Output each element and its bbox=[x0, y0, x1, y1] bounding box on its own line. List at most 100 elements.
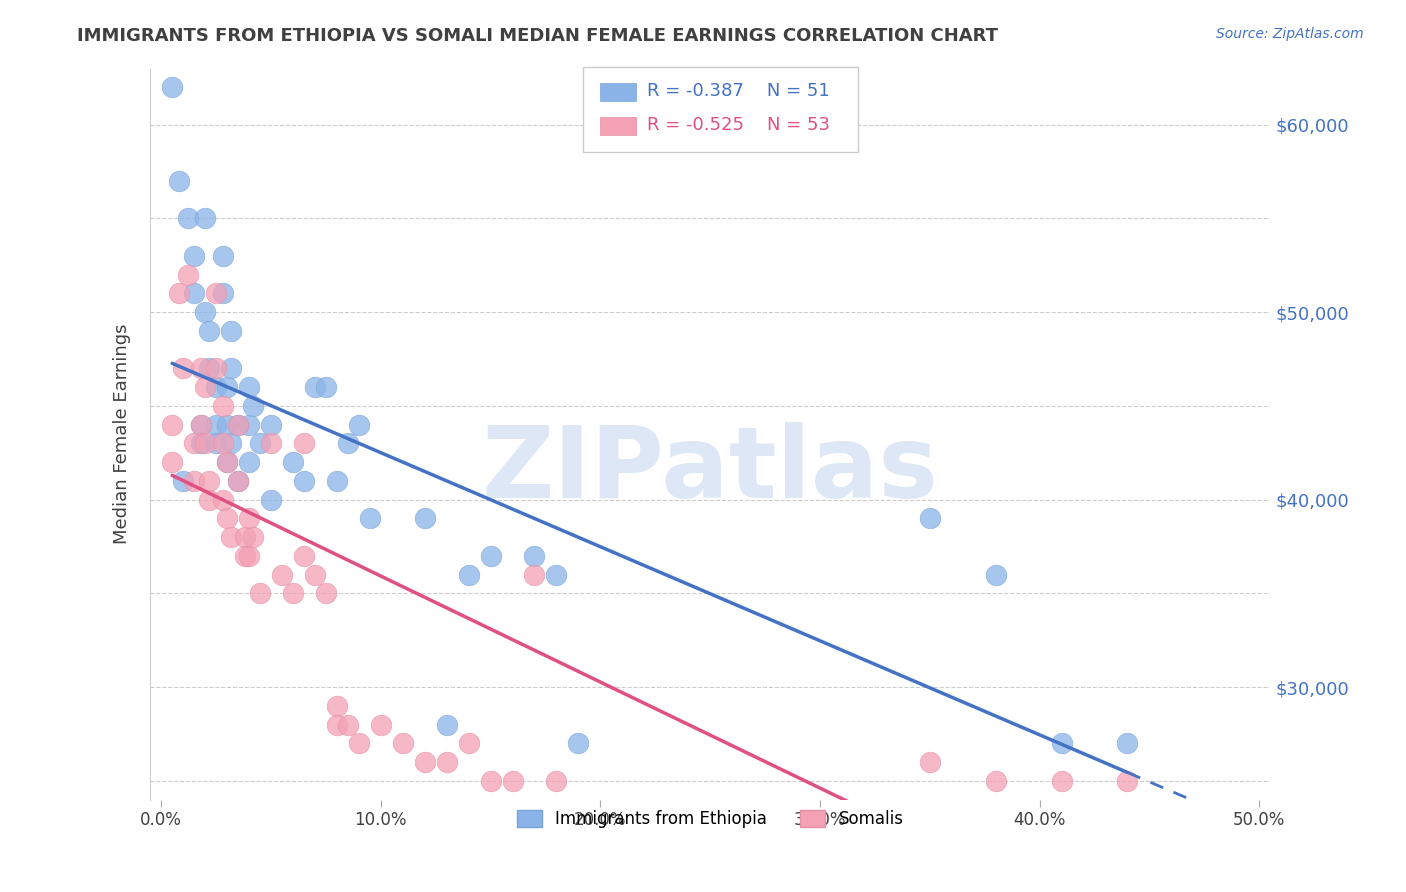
Point bbox=[205, 286, 228, 301]
Point bbox=[176, 211, 198, 226]
Point bbox=[190, 436, 212, 450]
Point bbox=[326, 698, 349, 713]
Point bbox=[457, 736, 479, 750]
Point bbox=[242, 399, 264, 413]
Point bbox=[315, 380, 337, 394]
Point bbox=[215, 511, 238, 525]
Point bbox=[221, 361, 243, 376]
Point bbox=[238, 511, 260, 525]
Point bbox=[190, 361, 212, 376]
Point bbox=[211, 249, 233, 263]
Point bbox=[226, 474, 249, 488]
Point bbox=[226, 417, 249, 432]
Point bbox=[315, 586, 337, 600]
Point bbox=[391, 736, 413, 750]
Point bbox=[205, 361, 228, 376]
Point bbox=[238, 380, 260, 394]
Point bbox=[226, 474, 249, 488]
Point bbox=[190, 417, 212, 432]
Point bbox=[183, 436, 205, 450]
Text: ZIPatlas: ZIPatlas bbox=[482, 422, 939, 519]
Point bbox=[194, 436, 217, 450]
Point bbox=[271, 567, 294, 582]
Point bbox=[1050, 773, 1073, 788]
Point bbox=[167, 174, 190, 188]
Point bbox=[215, 455, 238, 469]
Point bbox=[233, 530, 256, 544]
Point bbox=[198, 474, 221, 488]
Text: Source: ZipAtlas.com: Source: ZipAtlas.com bbox=[1216, 27, 1364, 41]
Point bbox=[326, 474, 349, 488]
Point bbox=[918, 511, 941, 525]
Point bbox=[413, 511, 436, 525]
Point bbox=[221, 530, 243, 544]
Point bbox=[198, 492, 221, 507]
Point bbox=[292, 474, 315, 488]
Point bbox=[1116, 773, 1139, 788]
Point bbox=[304, 380, 326, 394]
Point bbox=[523, 549, 546, 563]
Point bbox=[167, 286, 190, 301]
Point bbox=[226, 417, 249, 432]
Point bbox=[479, 549, 502, 563]
Point bbox=[359, 511, 381, 525]
Point bbox=[160, 80, 183, 95]
Point bbox=[172, 474, 194, 488]
Point bbox=[215, 417, 238, 432]
Point bbox=[183, 249, 205, 263]
Point bbox=[238, 417, 260, 432]
Point bbox=[984, 567, 1007, 582]
Point bbox=[205, 436, 228, 450]
Point bbox=[238, 549, 260, 563]
Point bbox=[336, 717, 359, 731]
Point bbox=[242, 530, 264, 544]
Point bbox=[160, 417, 183, 432]
Point bbox=[198, 361, 221, 376]
Point bbox=[413, 755, 436, 769]
Point bbox=[918, 755, 941, 769]
Point bbox=[281, 455, 304, 469]
Point bbox=[1116, 736, 1139, 750]
Point bbox=[281, 586, 304, 600]
Point bbox=[205, 380, 228, 394]
Point bbox=[347, 736, 370, 750]
Y-axis label: Median Female Earnings: Median Female Earnings bbox=[114, 324, 131, 544]
Text: IMMIGRANTS FROM ETHIOPIA VS SOMALI MEDIAN FEMALE EARNINGS CORRELATION CHART: IMMIGRANTS FROM ETHIOPIA VS SOMALI MEDIA… bbox=[77, 27, 998, 45]
Point bbox=[190, 417, 212, 432]
Point bbox=[260, 436, 283, 450]
Legend: Immigrants from Ethiopia, Somalis: Immigrants from Ethiopia, Somalis bbox=[510, 804, 910, 835]
Point bbox=[1050, 736, 1073, 750]
Point bbox=[546, 773, 568, 788]
Point bbox=[292, 549, 315, 563]
Point bbox=[304, 567, 326, 582]
Point bbox=[260, 417, 283, 432]
Point bbox=[457, 567, 479, 582]
Point bbox=[211, 399, 233, 413]
Point bbox=[479, 773, 502, 788]
Point bbox=[567, 736, 589, 750]
Point bbox=[502, 773, 524, 788]
Text: R = -0.525    N = 53: R = -0.525 N = 53 bbox=[647, 116, 830, 134]
Point bbox=[198, 324, 221, 338]
Point bbox=[221, 436, 243, 450]
Point bbox=[172, 361, 194, 376]
Point bbox=[436, 755, 458, 769]
Point bbox=[546, 567, 568, 582]
Point bbox=[205, 417, 228, 432]
Point bbox=[176, 268, 198, 282]
Point bbox=[194, 305, 217, 319]
Point bbox=[336, 436, 359, 450]
Point bbox=[984, 773, 1007, 788]
Point bbox=[160, 455, 183, 469]
Text: R = -0.387    N = 51: R = -0.387 N = 51 bbox=[647, 82, 830, 100]
Point bbox=[326, 717, 349, 731]
Point bbox=[194, 380, 217, 394]
Point bbox=[292, 436, 315, 450]
Point bbox=[221, 324, 243, 338]
Point bbox=[523, 567, 546, 582]
Point bbox=[211, 492, 233, 507]
Point bbox=[183, 286, 205, 301]
Point bbox=[211, 436, 233, 450]
Point bbox=[260, 492, 283, 507]
Point bbox=[211, 286, 233, 301]
